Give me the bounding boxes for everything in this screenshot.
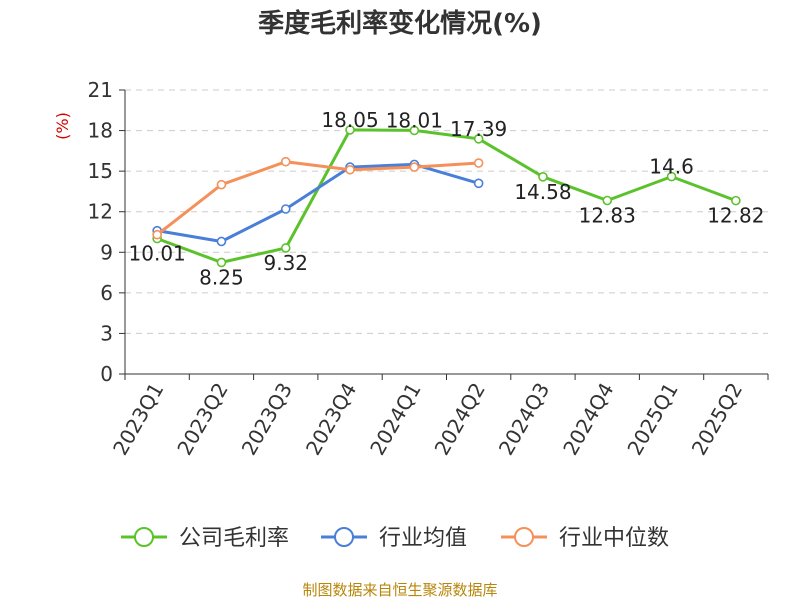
data-label: 14.58 [514,180,571,204]
x-tick-label: 2023Q4 [301,379,361,460]
data-point [152,229,162,240]
legend-label: 公司毛利率 [179,526,289,551]
y-tick-label: 18 [88,119,113,143]
x-tick-label: 2024Q1 [365,379,425,460]
x-tick-label: 2023Q3 [237,379,297,460]
data-label: 12.82 [707,204,764,228]
x-tick-label: 2024Q4 [558,379,618,460]
x-tick-label: 2025Q1 [622,379,682,460]
y-tick-label: 6 [100,281,113,305]
series-line-0 [156,128,737,264]
data-point [409,125,420,136]
data-point [280,243,291,253]
data-label: 10.01 [129,242,186,266]
data-point [216,257,227,268]
y-axis-unit-label: (%) [53,112,72,140]
series-line-1 [156,162,480,243]
gridlines [125,89,768,334]
data-label: 8.25 [199,265,244,289]
y-tick-label: 3 [100,321,113,345]
legend-swatch-marker [334,527,354,547]
chart-title: 季度毛利率变化情况(%) [258,8,542,39]
legend-label: 行业中位数 [559,526,669,551]
y-tick-label: 0 [100,362,113,386]
data-label: 18.05 [321,108,378,132]
data-point [473,158,484,168]
data-label: 18.01 [386,108,443,132]
data-point [280,156,291,167]
data-point [666,171,677,182]
data-point [216,179,227,190]
x-tick-label: 2023Q1 [108,379,168,460]
data-point [345,164,355,175]
data-label: 9.32 [263,251,308,275]
y-tick-label: 15 [88,159,113,183]
legend-swatch-marker [514,527,534,547]
data-point [280,204,291,214]
legend-label: 行业均值 [379,526,467,551]
x-tick-label: 2024Q2 [430,379,490,460]
data-label: 17.39 [450,117,507,141]
data-point [473,134,484,144]
source-note: 制图数据来自恒生聚源数据库 [302,581,497,599]
y-tick-label: 21 [88,78,113,102]
data-label: 12.83 [579,203,636,227]
data-labels: 10.01 8.25 9.32 18.05 18.01 17.39 14.58 12.83 14… [129,108,765,290]
data-point [409,162,420,172]
y-tick-label: 12 [88,200,113,224]
x-tick-label: 2024Q3 [494,379,554,460]
series-lines [152,125,741,268]
legend: 公司毛利率 行业均值 行业中位数 [121,526,669,551]
data-point [216,236,227,247]
y-tick-label: 9 [100,240,113,264]
data-point [602,195,613,206]
x-tick-label: 2025Q2 [687,379,747,460]
data-point [731,195,741,206]
data-label: 14.6 [649,155,694,179]
x-tick-label: 2023Q2 [172,379,232,460]
data-point [345,125,355,135]
series-line-2 [156,160,479,236]
data-point [538,172,548,182]
data-point [473,178,484,189]
legend-swatch-marker [134,527,154,547]
